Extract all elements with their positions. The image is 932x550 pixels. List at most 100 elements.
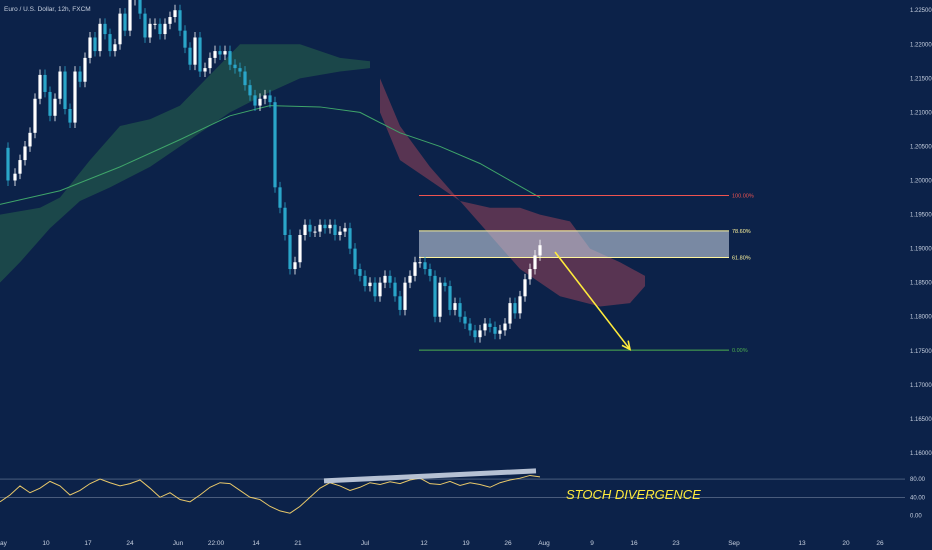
x-tick-label: 23: [672, 540, 680, 547]
candle-body: [358, 269, 362, 276]
candle-body: [353, 248, 357, 270]
x-tick-label: 26: [504, 540, 512, 547]
candle-body: [228, 51, 232, 65]
candle-body: [208, 57, 212, 69]
candle-body: [163, 23, 167, 35]
y-tick-label: 1.20000: [910, 179, 932, 185]
cloud-bullish: [0, 44, 370, 283]
candle-body: [198, 37, 202, 72]
candle-body: [83, 57, 87, 82]
candle-body: [173, 10, 177, 18]
candle-body: [283, 207, 287, 235]
x-tick-label: 24: [126, 540, 134, 547]
stoch-line: [0, 474, 541, 514]
candle-body: [533, 255, 537, 270]
y-tick-label: 1.18500: [910, 281, 932, 287]
osc-level-label: 80.00: [910, 477, 926, 483]
candle-body: [148, 23, 152, 38]
candle-body: [98, 23, 102, 52]
x-tick-label: 9: [590, 540, 594, 547]
candle-body: [13, 173, 17, 181]
candle-body: [393, 282, 397, 297]
stochastic-pane: 80.00 40.00 0.00: [0, 468, 926, 519]
candle-body: [203, 68, 207, 72]
fib-label: 0.00%: [732, 348, 748, 354]
y-tick-label: 1.19500: [910, 213, 932, 219]
candle-body: [143, 13, 147, 38]
y-tick-label: 1.16500: [910, 417, 932, 423]
price-axis: 1.22500 1.22000 1.21500 1.21000 1.20500 1.200…: [910, 8, 932, 457]
x-tick-label: 17: [84, 540, 92, 547]
candle-body: [158, 23, 162, 35]
candle-body: [478, 330, 482, 338]
y-tick-label: 1.16000: [910, 451, 932, 457]
fib-zone: [419, 230, 729, 258]
candle-body: [418, 262, 422, 264]
x-tick-label: 21: [294, 540, 302, 547]
candle-body: [58, 71, 62, 99]
candle-body: [348, 228, 352, 249]
x-tick-label: 14: [252, 540, 260, 547]
candle-body: [363, 275, 367, 287]
candle-body: [303, 224, 307, 235]
candle-body: [408, 275, 412, 283]
x-tick-label: 22:00: [208, 540, 225, 547]
candle-body: [248, 85, 252, 96]
candle-body: [93, 37, 97, 52]
candle-body: [473, 330, 477, 338]
candle-body: [438, 282, 442, 317]
candle-body: [183, 30, 187, 48]
candle-body: [88, 37, 92, 58]
osc-level-label: 40.00: [910, 495, 926, 501]
candle-body: [453, 303, 457, 310]
projection-arrow: [554, 251, 632, 351]
candle-body: [278, 187, 282, 208]
candle-body: [428, 269, 432, 276]
osc-level-label: 0.00: [910, 513, 922, 519]
y-tick-label: 1.18000: [910, 315, 932, 321]
candle-body: [343, 228, 347, 232]
y-tick-label: 1.21000: [910, 110, 932, 116]
arrow-shaft: [554, 251, 631, 350]
candle-body: [423, 262, 427, 270]
y-tick-label: 1.17000: [910, 383, 932, 389]
candle-body: [518, 296, 522, 314]
candle-body: [503, 323, 507, 331]
candle-body: [28, 132, 32, 147]
x-tick-label: Aug: [538, 540, 550, 547]
candle-body: [498, 330, 502, 334]
candle-body: [233, 64, 237, 69]
candle-body: [263, 95, 267, 99]
zone-rect: [419, 230, 729, 258]
candle-body: [388, 275, 392, 283]
candle-body: [238, 68, 242, 72]
candle-body: [53, 98, 57, 116]
y-tick-label: 1.19000: [910, 247, 932, 253]
candle-body: [488, 323, 492, 327]
candle-body: [123, 13, 127, 31]
time-axis: ay 10 17 24 Jun 22:00 14 21 Jul 12 19 26 Aug 9 16 23 Sep…: [0, 540, 884, 547]
x-tick-label: Jul: [361, 540, 370, 547]
candle-body: [48, 91, 52, 116]
candle-body: [513, 303, 517, 314]
y-tick-label: 1.17500: [910, 349, 932, 355]
candle-body: [68, 108, 72, 123]
fib-label: 61.80%: [732, 255, 751, 261]
candle-body: [368, 282, 372, 287]
candle-body: [138, 0, 142, 14]
y-tick-label: 1.22000: [910, 42, 932, 48]
x-tick-label: 20: [842, 540, 850, 547]
candle-body: [273, 102, 277, 188]
candle-body: [413, 262, 417, 276]
candle-body: [223, 51, 227, 55]
candle-body: [268, 95, 272, 103]
chart-title: Euro / U.S. Dollar, 12h, FXCM: [4, 6, 91, 13]
candle-body: [338, 231, 342, 235]
candle-body: [218, 51, 222, 55]
candle-body: [383, 275, 387, 283]
ma-line: [0, 105, 541, 205]
arrow-head: [621, 340, 632, 351]
candle-body: [128, 0, 132, 31]
candle-body: [458, 303, 462, 317]
